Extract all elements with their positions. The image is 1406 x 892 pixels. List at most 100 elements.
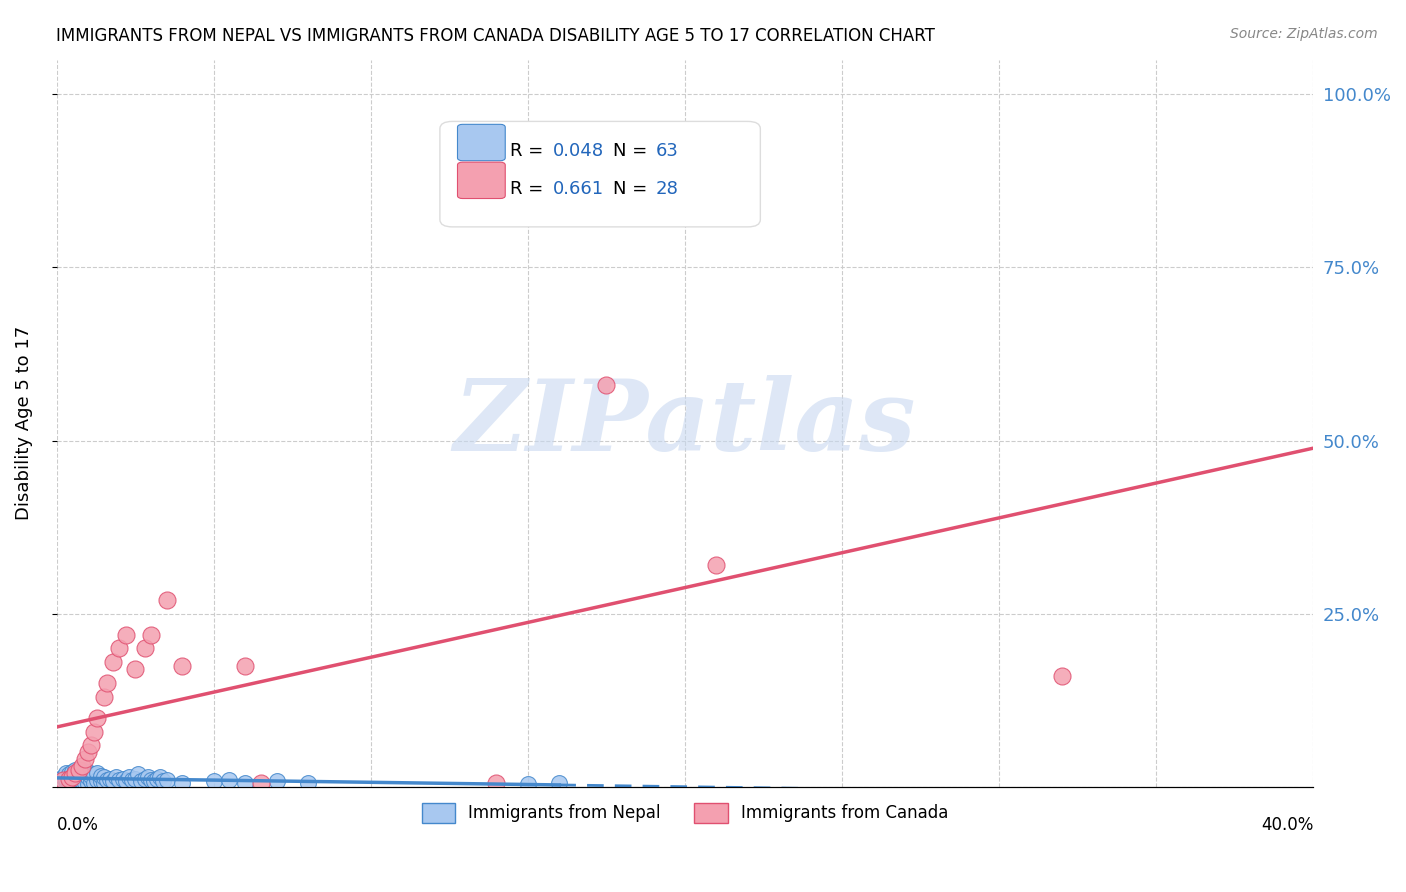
Point <box>114 627 136 641</box>
Point <box>80 739 103 753</box>
Text: R =: R = <box>510 142 550 160</box>
Text: ZIPatlas: ZIPatlas <box>454 375 917 472</box>
FancyBboxPatch shape <box>457 162 505 199</box>
Point <box>96 676 118 690</box>
Point <box>65 766 87 780</box>
Point <box>172 658 194 673</box>
Point <box>114 774 136 789</box>
Point <box>139 772 162 787</box>
Point <box>86 711 108 725</box>
Point <box>485 776 508 790</box>
Point <box>134 772 156 786</box>
Point <box>124 662 146 676</box>
Point <box>172 776 194 790</box>
Point <box>149 770 172 784</box>
Point <box>111 772 134 786</box>
FancyBboxPatch shape <box>440 121 761 227</box>
Point <box>155 772 177 787</box>
Point <box>516 777 538 791</box>
Point <box>121 772 143 787</box>
Text: 63: 63 <box>657 142 679 160</box>
Point <box>77 770 100 784</box>
Point <box>136 770 159 784</box>
Legend: Immigrants from Nepal, Immigrants from Canada: Immigrants from Nepal, Immigrants from C… <box>415 796 955 830</box>
Point <box>55 772 77 786</box>
Point <box>152 774 174 789</box>
Text: IMMIGRANTS FROM NEPAL VS IMMIGRANTS FROM CANADA DISABILITY AGE 5 TO 17 CORRELATI: IMMIGRANTS FROM NEPAL VS IMMIGRANTS FROM… <box>56 27 935 45</box>
Point <box>52 772 75 787</box>
Point <box>93 690 115 704</box>
Point <box>143 774 166 789</box>
Point <box>70 759 93 773</box>
Point <box>52 776 75 790</box>
Point <box>218 772 240 787</box>
Point <box>58 776 80 790</box>
Point <box>77 745 100 759</box>
Point <box>86 772 108 787</box>
Point <box>127 767 149 781</box>
Text: N =: N = <box>613 179 654 198</box>
Point <box>131 774 153 789</box>
Point <box>101 774 124 789</box>
Y-axis label: Disability Age 5 to 17: Disability Age 5 to 17 <box>15 326 32 520</box>
Point <box>48 772 70 787</box>
Point <box>60 764 83 779</box>
Point <box>266 774 288 789</box>
Point <box>67 776 90 790</box>
Text: 0.048: 0.048 <box>553 142 605 160</box>
Point <box>118 770 141 784</box>
Point <box>80 774 103 789</box>
Point <box>98 772 121 786</box>
Text: 40.0%: 40.0% <box>1261 816 1313 834</box>
Point <box>101 655 124 669</box>
Text: 0.661: 0.661 <box>553 179 605 198</box>
Text: Source: ZipAtlas.com: Source: ZipAtlas.com <box>1230 27 1378 41</box>
Point <box>65 763 87 777</box>
Point <box>52 770 75 784</box>
Point <box>60 772 83 787</box>
Point <box>60 777 83 791</box>
Point <box>297 776 319 790</box>
Point <box>77 764 100 779</box>
Point <box>58 767 80 781</box>
Point <box>108 641 131 656</box>
Point <box>65 770 87 784</box>
Point <box>233 658 256 673</box>
Point <box>202 774 225 789</box>
Point <box>233 776 256 790</box>
Point <box>73 776 96 790</box>
Point <box>93 770 115 784</box>
Point <box>96 772 118 787</box>
Point <box>67 763 90 777</box>
Point <box>55 774 77 789</box>
Point <box>548 776 571 790</box>
Point <box>83 724 105 739</box>
Point <box>60 770 83 784</box>
Point <box>67 766 90 780</box>
Point <box>90 769 112 783</box>
Point <box>86 766 108 780</box>
Point <box>77 777 100 791</box>
Point <box>58 772 80 786</box>
Point <box>65 775 87 789</box>
Point <box>706 558 728 573</box>
Point <box>155 593 177 607</box>
Point <box>134 641 156 656</box>
Point <box>70 774 93 789</box>
Point <box>105 770 128 784</box>
Point <box>93 776 115 790</box>
Point <box>80 769 103 783</box>
Point <box>250 776 273 790</box>
Text: R =: R = <box>510 179 555 198</box>
Point <box>1050 669 1073 683</box>
Point <box>595 378 617 392</box>
Point <box>55 766 77 780</box>
FancyBboxPatch shape <box>457 124 505 161</box>
Point <box>73 752 96 766</box>
Point <box>90 774 112 789</box>
Point <box>124 772 146 786</box>
Point <box>83 776 105 790</box>
Point <box>146 772 169 786</box>
Point <box>70 764 93 778</box>
Text: 0.0%: 0.0% <box>56 816 98 834</box>
